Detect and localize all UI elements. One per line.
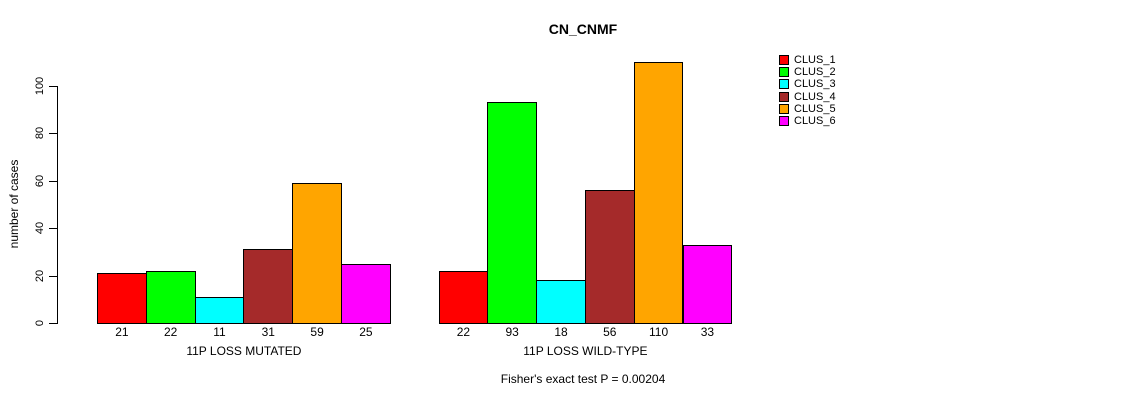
bar-clus_1-group1 [97, 273, 147, 324]
group-label: 11P LOSS WILD-TYPE [523, 344, 648, 358]
bar-clus_6-group2 [682, 244, 733, 324]
y-axis-line [57, 85, 58, 324]
legend-label: CLUS_1 [794, 54, 836, 67]
legend: CLUS_1 CLUS_2 CLUS_3 CLUS_4 CLUS_5 CLUS_6 [779, 54, 836, 127]
bar-clus_2-group1 [145, 270, 196, 324]
bar-value-label: 21 [115, 325, 129, 339]
bar-clus_2-group2 [487, 102, 538, 324]
legend-row-clus_6: CLUS_6 [779, 115, 836, 127]
bar-value-label: 22 [164, 325, 178, 339]
bar-value-label: 31 [261, 325, 275, 339]
group-label: 11P LOSS MUTATED [186, 344, 302, 358]
legend-swatch-icon [779, 67, 789, 78]
legend-row-clus_1: CLUS_1 [779, 54, 836, 66]
legend-label: CLUS_4 [794, 90, 836, 103]
bar-value-label: 59 [310, 325, 324, 339]
legend-swatch-icon [779, 91, 789, 102]
legend-swatch-icon [779, 55, 789, 66]
legend-swatch-icon [779, 103, 789, 114]
y-tick-mark [49, 133, 57, 134]
legend-label: CLUS_3 [794, 78, 836, 91]
bar-clus_5-group1 [292, 182, 342, 324]
legend-row-clus_5: CLUS_5 [779, 103, 836, 115]
bar-value-label: 25 [359, 325, 373, 339]
y-tick-mark [49, 85, 57, 87]
y-tick-mark [49, 275, 57, 277]
legend-label: CLUS_6 [794, 115, 836, 128]
bar-clus_4-group1 [243, 249, 294, 324]
legend-swatch-icon [779, 79, 789, 90]
footnote: Fisher's exact test P = 0.00204 [500, 372, 666, 386]
bar-value-label: 93 [505, 325, 519, 339]
y-tick-mark [49, 228, 57, 229]
legend-swatch-icon [779, 116, 789, 127]
bar-clus_3-group1 [194, 296, 245, 324]
bar-clus_5-group2 [633, 61, 684, 324]
legend-row-clus_2: CLUS_2 [779, 66, 836, 78]
y-tick-mark [49, 180, 57, 182]
y-tick-mark [49, 323, 57, 324]
bar-clus_4-group2 [584, 190, 635, 324]
y-tick-label: 80 [34, 126, 46, 140]
bar-clus_3-group2 [536, 280, 586, 324]
bar-clus_6-group1 [341, 263, 391, 324]
bar-value-label: 22 [456, 325, 471, 339]
bar-value-label: 11 [213, 325, 226, 339]
bar-value-label: 110 [649, 325, 669, 339]
y-tick-label: 40 [34, 221, 46, 235]
chart-title: CN_CNMF [548, 21, 618, 37]
y-tick-label: 60 [34, 174, 46, 187]
y-tick-label: 100 [34, 76, 46, 95]
bar-clus_1-group2 [438, 270, 489, 324]
legend-label: CLUS_5 [794, 102, 836, 115]
bar-value-label: 56 [603, 325, 617, 339]
legend-row-clus_4: CLUS_4 [779, 91, 836, 103]
y-axis-label: number of cases [7, 159, 21, 249]
legend-row-clus_3: CLUS_3 [779, 78, 836, 90]
y-tick-label: 0 [34, 319, 46, 327]
bar-value-label: 33 [700, 325, 715, 339]
bar-value-label: 18 [554, 325, 568, 339]
legend-label: CLUS_2 [794, 66, 836, 79]
y-tick-label: 20 [34, 269, 46, 282]
